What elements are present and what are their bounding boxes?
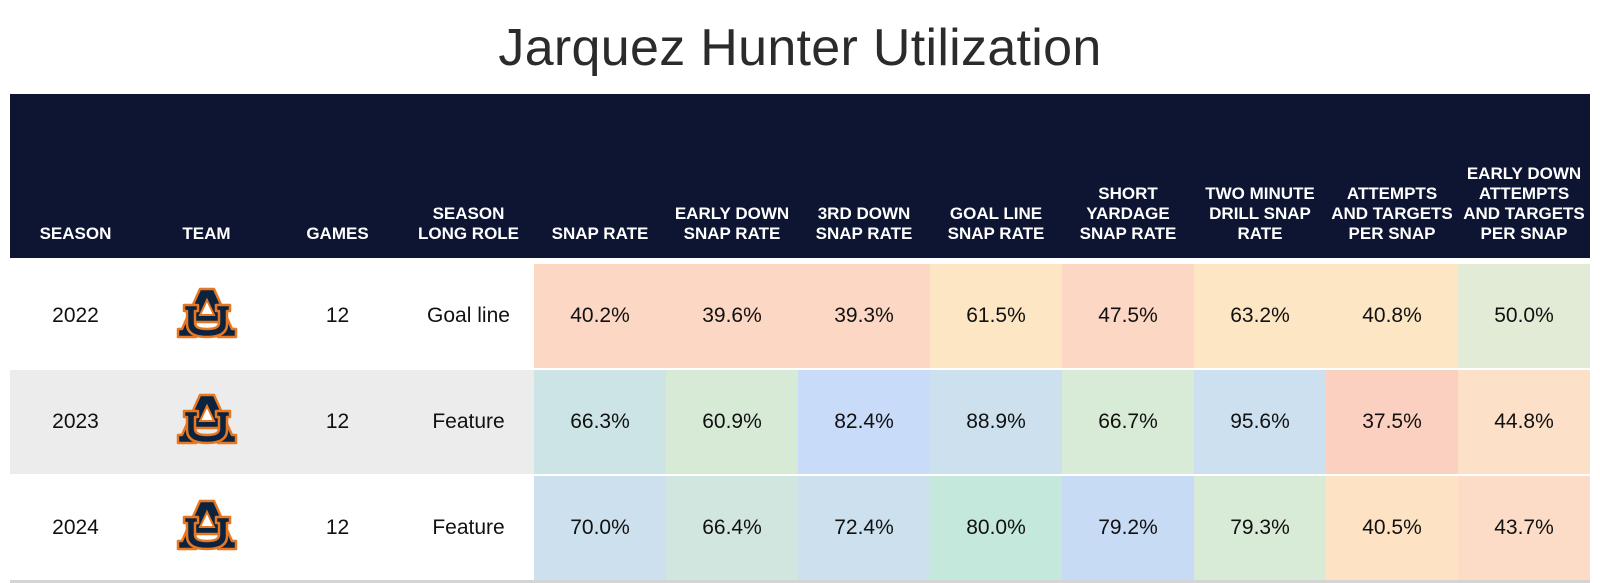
two-minute-drill-snap-rate-cell: 79.3% — [1194, 475, 1326, 583]
early-down-snap-rate-cell: 60.9% — [666, 369, 798, 476]
header-spacer — [10, 258, 1590, 264]
table-row: 2023 12 Feature 66.3% 60.9% 82.4% 88.9% 66.7% 95… — [10, 369, 1590, 476]
season-cell: 2024 — [10, 475, 141, 583]
column-header-early-down-attempts-targets-per-snap: EARLY DOWN ATTEMPTS AND TARGETS PER SNAP — [1458, 94, 1590, 258]
3rd-down-snap-rate-cell: 39.3% — [798, 264, 930, 370]
snap-rate-cell: 70.0% — [534, 475, 666, 583]
early-down-snap-rate-cell: 39.6% — [666, 264, 798, 370]
role-cell: Feature — [403, 369, 534, 476]
column-header-early-down-snap-rate: EARLY DOWN SNAP RATE — [666, 94, 798, 258]
utilization-table: SEASON TEAM GAMES SEASON LONG ROLE SNAP … — [10, 94, 1590, 583]
team-cell — [141, 264, 272, 370]
column-header-goal-line-snap-rate: GOAL LINE SNAP RATE — [930, 94, 1062, 258]
column-header-games: GAMES — [272, 94, 403, 258]
header-row: SEASON TEAM GAMES SEASON LONG ROLE SNAP … — [10, 94, 1590, 258]
column-header-season: SEASON — [10, 94, 141, 258]
column-header-team: TEAM — [141, 94, 272, 258]
team-cell — [141, 475, 272, 583]
role-cell: Goal line — [403, 264, 534, 370]
early-down-attempts-targets-per-snap-cell: 43.7% — [1458, 475, 1590, 583]
games-cell: 12 — [272, 369, 403, 476]
column-header-two-minute-drill-snap-rate: TWO MINUTE DRILL SNAP RATE — [1194, 94, 1326, 258]
column-header-short-yardage-snap-rate: SHORT YARDAGE SNAP RATE — [1062, 94, 1194, 258]
goal-line-snap-rate-cell: 88.9% — [930, 369, 1062, 476]
short-yardage-snap-rate-cell: 47.5% — [1062, 264, 1194, 370]
auburn-au-logo-icon — [176, 499, 238, 551]
page-title: Jarquez Hunter Utilization — [498, 19, 1102, 77]
games-cell: 12 — [272, 264, 403, 370]
role-cell: Feature — [403, 475, 534, 583]
team-cell — [141, 369, 272, 476]
attempts-targets-per-snap-cell: 40.5% — [1326, 475, 1458, 583]
short-yardage-snap-rate-cell: 79.2% — [1062, 475, 1194, 583]
goal-line-snap-rate-cell: 61.5% — [930, 264, 1062, 370]
short-yardage-snap-rate-cell: 66.7% — [1062, 369, 1194, 476]
two-minute-drill-snap-rate-cell: 63.2% — [1194, 264, 1326, 370]
early-down-attempts-targets-per-snap-cell: 50.0% — [1458, 264, 1590, 370]
attempts-targets-per-snap-cell: 40.8% — [1326, 264, 1458, 370]
3rd-down-snap-rate-cell: 82.4% — [798, 369, 930, 476]
table-row: 2022 12 Goal line 40.2% 39.6% 39.3% 61.5% 47.5%… — [10, 264, 1590, 370]
auburn-au-logo-icon — [176, 287, 238, 339]
snap-rate-cell: 40.2% — [534, 264, 666, 370]
season-cell: 2023 — [10, 369, 141, 476]
games-cell: 12 — [272, 475, 403, 583]
column-header-season-long-role: SEASON LONG ROLE — [403, 94, 534, 258]
early-down-attempts-targets-per-snap-cell: 44.8% — [1458, 369, 1590, 476]
table-row: 2024 12 Feature 70.0% 66.4% 72.4% 80.0% 79.2% 79… — [10, 475, 1590, 583]
snap-rate-cell: 66.3% — [534, 369, 666, 476]
3rd-down-snap-rate-cell: 72.4% — [798, 475, 930, 583]
utilization-table-container: SEASON TEAM GAMES SEASON LONG ROLE SNAP … — [10, 94, 1590, 583]
column-header-attempts-targets-per-snap: ATTEMPTS AND TARGETS PER SNAP — [1326, 94, 1458, 258]
auburn-au-logo-icon — [176, 393, 238, 445]
season-cell: 2022 — [10, 264, 141, 370]
attempts-targets-per-snap-cell: 37.5% — [1326, 369, 1458, 476]
early-down-snap-rate-cell: 66.4% — [666, 475, 798, 583]
column-header-snap-rate: SNAP RATE — [534, 94, 666, 258]
column-header-3rd-down-snap-rate: 3RD DOWN SNAP RATE — [798, 94, 930, 258]
goal-line-snap-rate-cell: 80.0% — [930, 475, 1062, 583]
two-minute-drill-snap-rate-cell: 95.6% — [1194, 369, 1326, 476]
